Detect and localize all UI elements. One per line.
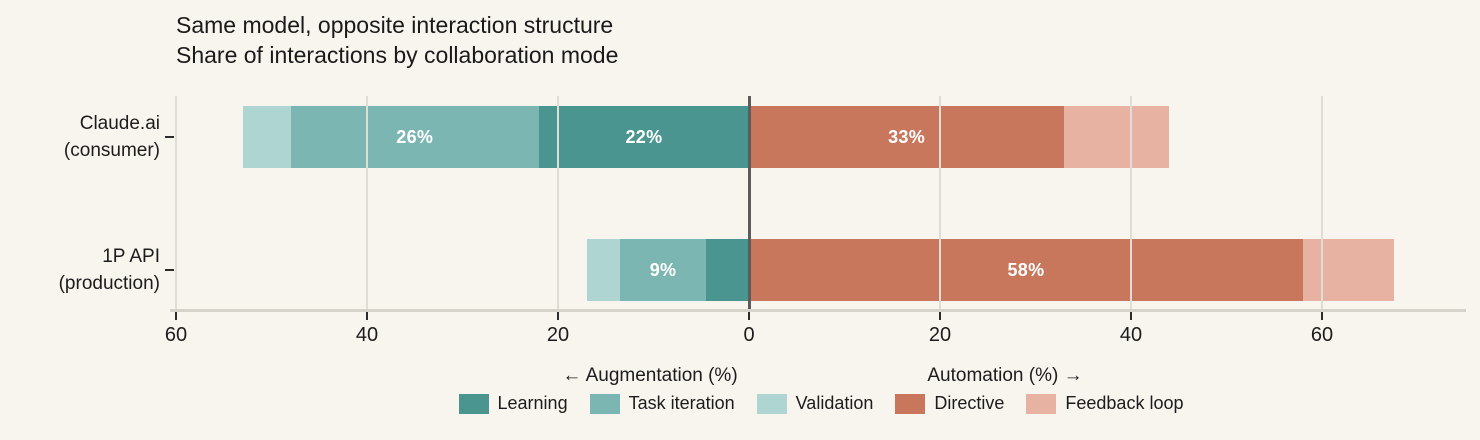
automation-axis-label: Automation (%) → [927,365,1083,386]
legend-swatch-icon [589,393,620,414]
legend-item-learning: Learning [458,393,568,414]
augmentation-axis-label: ← Augmentation (%) [562,365,738,386]
x-tick-label: 20 [546,324,570,346]
chart-title: Same model, opposite interaction structu… [176,12,614,38]
x-tick-label: 60 [1310,324,1334,346]
legend-label: Directive [934,393,1005,413]
gridline [1321,96,1323,310]
gridline [175,96,177,310]
category-label: 1P API (production) [58,246,160,294]
bar-segment-value-label: 22% [625,126,663,147]
bar-segment-learning: 22% [538,106,749,168]
bar-segment-validation [586,239,621,301]
bar-segment-value-label: 33% [888,126,926,147]
x-tick-label: 40 [1119,324,1143,346]
gridline [939,96,941,310]
zero-baseline [748,96,751,310]
gridline [366,96,368,310]
x-tick-label: 60 [164,324,188,346]
legend-swatch-icon [895,393,926,414]
bar-segment-feedback-loop [1302,239,1394,301]
chart-subtitle: Share of interactions by collaboration m… [176,42,619,68]
legend-item-feedback-loop: Feedback loop [1026,393,1183,414]
y-tick-mark [165,136,174,138]
bar-segment-validation [242,106,291,168]
bar-segment-task-iteration: 9% [620,239,706,301]
legend-swatch-icon [458,393,489,414]
legend-item-validation: Validation [756,393,874,414]
x-tick-label: 20 [928,324,952,346]
bar-segment-learning [706,239,749,301]
legend-swatch-icon [756,393,787,414]
legend-swatch-icon [1026,393,1057,414]
legend-item-directive: Directive [895,393,1004,414]
x-tick-label: 0 [743,324,755,346]
x-axis-tick [1321,312,1323,320]
bar-segment-value-label: 58% [1007,259,1045,280]
bar-segment-directive: 58% [749,239,1303,301]
y-tick-mark [165,269,174,271]
x-axis-tick [1130,312,1132,320]
bar-segment-feedback-loop [1064,106,1170,168]
x-axis-line [170,309,1466,312]
bar-segment-task-iteration: 26% [290,106,539,168]
x-axis-tick [366,312,368,320]
x-axis-tick [175,312,177,320]
bar-segment-directive: 33% [749,106,1065,168]
legend-label: Validation [795,393,874,413]
bar-segment-value-label: 9% [649,259,677,280]
gridline [1130,96,1132,310]
bar-segment-value-label: 26% [396,126,434,147]
x-axis-tick [557,312,559,320]
x-axis-tick [939,312,941,320]
legend-label: Task iteration [628,393,735,413]
legend: Learning Task iteration Validation Directiv… [176,393,1466,414]
legend-label: Learning [497,393,568,413]
x-axis-tick [748,312,750,320]
gridline [557,96,559,310]
x-tick-label: 40 [355,324,379,346]
legend-label: Feedback loop [1065,393,1184,413]
category-label: Claude.ai (consumer) [63,113,160,161]
legend-item-task-iteration: Task iteration [589,393,735,414]
